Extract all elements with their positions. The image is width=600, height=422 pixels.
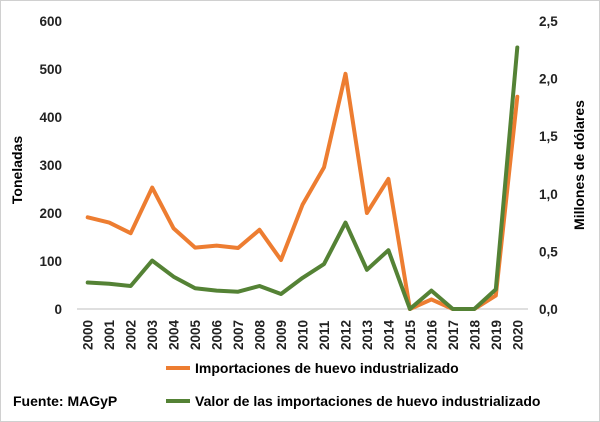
left-y-tick-label: 500 — [39, 62, 62, 77]
series-layer — [85, 45, 520, 311]
x-tick-label: 2018 — [467, 319, 482, 350]
x-tick-label: 2009 — [274, 320, 289, 350]
source-note: Fuente: MAGyP — [13, 393, 117, 409]
right-y-tick-label: 1,0 — [539, 187, 558, 202]
right-y-tick-label: 0,0 — [539, 302, 558, 317]
x-tick-label: 2008 — [253, 319, 268, 350]
x-axis-ticks: 2000 2001 2002 2003 2004 2005 2006 2007 2008 2009… — [81, 319, 526, 350]
x-tick-label: 2013 — [360, 319, 375, 350]
x-tick-label: 2005 — [188, 319, 203, 350]
legend-label-value: Valor de las importaciones de huevo indu… — [195, 393, 540, 409]
left-y-tick-label: 200 — [39, 206, 62, 221]
x-tick-label: 2020 — [510, 320, 525, 350]
x-tick-label: 2014 — [381, 319, 396, 350]
x-tick-label: 2002 — [124, 320, 139, 350]
left-y-axis-title: Toneladas — [9, 136, 25, 204]
x-tick-label: 2011 — [317, 320, 332, 350]
x-tick-label: 2000 — [81, 320, 96, 350]
left-y-axis-ticks: 0 100 200 300 400 500 600 — [39, 14, 62, 317]
right-y-axis-ticks: 0,0 0,5 1,0 1,5 2,0 2,5 — [539, 14, 558, 317]
x-tick-label: 2001 — [102, 319, 117, 350]
x-tick-label: 2015 — [403, 319, 418, 350]
series-line-imports-value — [85, 45, 520, 311]
right-y-tick-label: 1,5 — [539, 129, 558, 144]
right-y-axis-title: Millones de dólares — [571, 100, 587, 230]
left-y-tick-label: 300 — [39, 158, 62, 173]
x-tick-label: 2019 — [489, 320, 504, 350]
right-y-tick-label: 0,5 — [539, 244, 558, 259]
left-y-tick-label: 400 — [39, 110, 62, 125]
left-y-tick-label: 100 — [39, 254, 62, 269]
x-tick-label: 2007 — [231, 320, 246, 350]
x-tick-label: 2010 — [296, 320, 311, 350]
x-tick-label: 2003 — [145, 319, 160, 350]
x-tick-label: 2016 — [424, 319, 439, 350]
left-y-tick-label: 0 — [54, 302, 62, 317]
right-y-tick-label: 2,0 — [539, 72, 558, 87]
x-tick-label: 2006 — [210, 319, 225, 350]
x-tick-label: 2017 — [446, 320, 461, 350]
x-tick-label: 2012 — [338, 320, 353, 350]
right-y-tick-label: 2,5 — [539, 14, 558, 29]
legend: Importaciones de huevo industrializado V… — [166, 360, 540, 409]
legend-label-imports: Importaciones de huevo industrializado — [195, 360, 459, 376]
x-tick-label: 2004 — [167, 319, 182, 350]
series-line-imports-tonnes — [85, 71, 520, 311]
left-y-tick-label: 600 — [39, 14, 62, 29]
